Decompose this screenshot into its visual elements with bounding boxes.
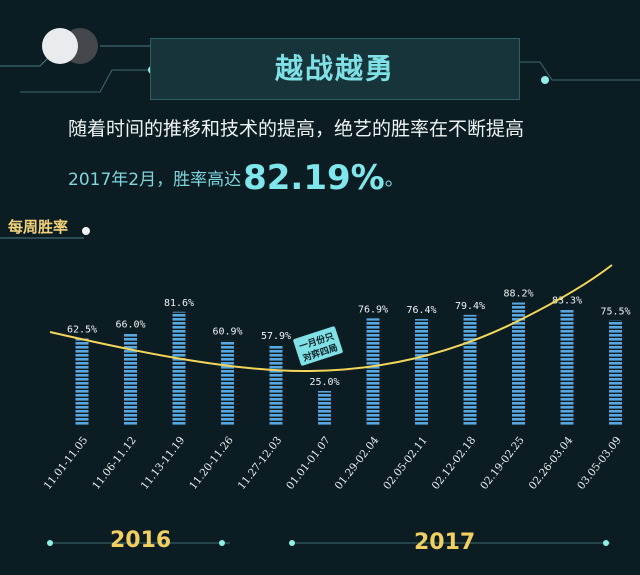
bar-11.13-11.19 xyxy=(172,311,186,426)
bar-11.06-11.12 xyxy=(124,333,137,426)
year-2016: 2016 xyxy=(110,528,172,553)
value-label: 60.9% xyxy=(212,327,242,338)
bar-02.19-02.25 xyxy=(512,302,525,426)
category-label: 03.05-03.09 xyxy=(575,434,624,492)
category-label: 11.27-12.03 xyxy=(236,434,285,492)
bar-11.27-12.03 xyxy=(269,344,283,426)
bar-02.12-02.18 xyxy=(463,314,477,426)
light-circle-icon xyxy=(42,28,78,64)
subtitle: 随着时间的推移和技术的提高，绝艺的胜率在不断提高 xyxy=(68,118,525,140)
bar-03.05-03.09 xyxy=(609,320,622,426)
bar-02.05-02.11 xyxy=(415,319,428,426)
category-label: 02.12-02.18 xyxy=(430,434,479,492)
bar-11.01-11.05 xyxy=(75,338,89,426)
bar-01.29-02.04 xyxy=(366,318,380,426)
category-label: 11.01-11.05 xyxy=(42,434,91,492)
page-title: 越战越勇 xyxy=(274,52,395,85)
category-label: 02.26-03.04 xyxy=(527,434,576,492)
category-label: 01.29-02.04 xyxy=(333,434,382,492)
category-label: 02.19-02.25 xyxy=(478,434,527,492)
value-label: 81.6% xyxy=(164,298,194,309)
bar-11.20-11.26 xyxy=(221,340,234,426)
category-label: 11.13-11.19 xyxy=(139,434,188,492)
category-label: 01.01-01.07 xyxy=(284,434,333,492)
highlight-prefix: 2017年2月，胜率高达 xyxy=(68,170,242,190)
value-label: 79.4% xyxy=(455,301,485,312)
bar-02.26-03.04 xyxy=(560,309,574,426)
category-label: 02.05-02.11 xyxy=(381,434,430,492)
trend-line xyxy=(49,264,613,373)
annotation-box: 一月份只 对弈四局 xyxy=(293,326,343,366)
year-2017: 2017 xyxy=(414,530,476,555)
category-label: 11.20-11.26 xyxy=(187,434,236,492)
weekly-winrate-chart: 62.5% 66.0% 81.6% 60.9% 57.9% 25.0% 76.9% 76.4%… xyxy=(42,264,631,492)
value-label: 88.2% xyxy=(503,289,533,300)
value-label: 25.0% xyxy=(309,377,339,388)
title-banner: 越战越勇 xyxy=(150,38,520,100)
value-label: 76.9% xyxy=(358,304,388,315)
value-label: 66.0% xyxy=(115,320,145,331)
value-label: 62.5% xyxy=(67,325,97,336)
bar-01.01-01.07 xyxy=(318,391,331,426)
value-label: 75.5% xyxy=(600,306,630,317)
value-label: 76.4% xyxy=(406,305,436,316)
section-label: 每周胜率 xyxy=(8,218,69,236)
value-label: 83.3% xyxy=(552,295,582,306)
category-label: 11.06-11.12 xyxy=(90,434,139,492)
highlight-suffix: 。 xyxy=(384,166,405,190)
highlight-line: 2017年2月，胜率高达82.19%。 xyxy=(68,158,405,198)
highlight-value: 82.19% xyxy=(243,158,385,198)
value-label: 57.9% xyxy=(261,331,291,342)
